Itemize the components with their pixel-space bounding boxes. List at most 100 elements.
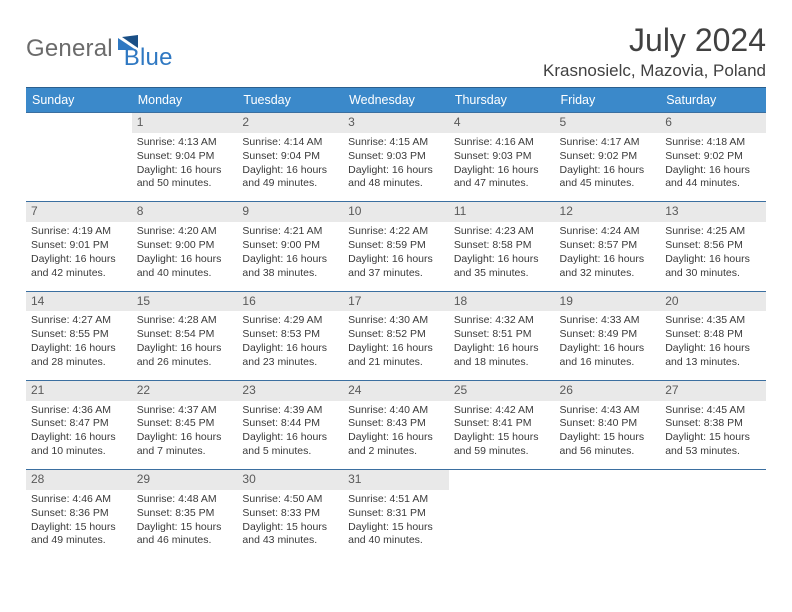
- day-body: Sunrise: 4:19 AMSunset: 9:01 PMDaylight:…: [30, 225, 128, 280]
- day-body: Sunrise: 4:40 AMSunset: 8:43 PMDaylight:…: [347, 404, 445, 459]
- sunrise-text: Sunrise: 4:18 AM: [665, 136, 761, 150]
- day-number: 9: [237, 202, 343, 222]
- day-cell: 15Sunrise: 4:28 AMSunset: 8:54 PMDayligh…: [132, 291, 238, 380]
- daylight-text: Daylight: 16 hours and 38 minutes.: [242, 253, 338, 281]
- daylight-text: Daylight: 16 hours and 44 minutes.: [665, 164, 761, 192]
- daylight-text: Daylight: 15 hours and 46 minutes.: [137, 521, 233, 549]
- day-body: Sunrise: 4:18 AMSunset: 9:02 PMDaylight:…: [664, 136, 762, 191]
- day-body: Sunrise: 4:48 AMSunset: 8:35 PMDaylight:…: [136, 493, 234, 548]
- daylight-text: Daylight: 16 hours and 7 minutes.: [137, 431, 233, 459]
- day-cell: 7 Sunrise: 4:19 AMSunset: 9:01 PMDaylight…: [26, 202, 132, 291]
- day-number: 20: [660, 292, 766, 312]
- sunrise-text: Sunrise: 4:51 AM: [348, 493, 444, 507]
- day-cell: 12 Sunrise: 4:24 AMSunset: 8:57 PMDayligh…: [555, 202, 661, 291]
- day-body: Sunrise: 4:27 AMSunset: 8:55 PMDaylight:…: [30, 314, 128, 369]
- day-number: 6: [660, 113, 766, 133]
- sunrise-text: Sunrise: 4:21 AM: [242, 225, 338, 239]
- day-cell: 18Sunrise: 4:32 AMSunset: 8:51 PMDayligh…: [449, 291, 555, 380]
- day-body: Sunrise: 4:23 AMSunset: 8:58 PMDaylight:…: [453, 225, 551, 280]
- sunset-text: Sunset: 9:02 PM: [665, 150, 761, 164]
- sunrise-text: Sunrise: 4:28 AM: [137, 314, 233, 328]
- day-cell: 2Sunrise: 4:14 AMSunset: 9:04 PMDaylight…: [237, 113, 343, 202]
- day-cell: 14Sunrise: 4:27 AMSunset: 8:55 PMDayligh…: [26, 291, 132, 380]
- day-cell: 13 Sunrise: 4:25 AMSunset: 8:56 PMDayligh…: [660, 202, 766, 291]
- day-number: 2: [237, 113, 343, 133]
- week-row: 7 Sunrise: 4:19 AMSunset: 9:01 PMDaylight…: [26, 202, 766, 291]
- sunset-text: Sunset: 8:56 PM: [665, 239, 761, 253]
- day-cell: 24 Sunrise: 4:40 AMSunset: 8:43 PMDayligh…: [343, 380, 449, 469]
- day-number: 12: [555, 202, 661, 222]
- sunrise-text: Sunrise: 4:48 AM: [137, 493, 233, 507]
- sunrise-text: Sunrise: 4:36 AM: [31, 404, 127, 418]
- day-body: Sunrise: 4:33 AMSunset: 8:49 PMDaylight:…: [559, 314, 657, 369]
- day-number: 23: [237, 381, 343, 401]
- sunset-text: Sunset: 8:58 PM: [454, 239, 550, 253]
- day-body: Sunrise: 4:43 AMSunset: 8:40 PMDaylight:…: [559, 404, 657, 459]
- day-number: 4: [449, 113, 555, 133]
- daylight-text: Daylight: 16 hours and 47 minutes.: [454, 164, 550, 192]
- day-body: Sunrise: 4:16 AMSunset: 9:03 PMDaylight:…: [453, 136, 551, 191]
- sunrise-text: Sunrise: 4:45 AM: [665, 404, 761, 418]
- day-body: Sunrise: 4:39 AMSunset: 8:44 PMDaylight:…: [241, 404, 339, 459]
- day-cell: 22Sunrise: 4:37 AMSunset: 8:45 PMDayligh…: [132, 380, 238, 469]
- daylight-text: Daylight: 15 hours and 56 minutes.: [560, 431, 656, 459]
- day-body: Sunrise: 4:17 AMSunset: 9:02 PMDaylight:…: [559, 136, 657, 191]
- day-cell: [660, 470, 766, 559]
- daylight-text: Daylight: 16 hours and 13 minutes.: [665, 342, 761, 370]
- day-cell: [449, 470, 555, 559]
- day-body: Sunrise: 4:24 AMSunset: 8:57 PMDaylight:…: [559, 225, 657, 280]
- daylight-text: Daylight: 16 hours and 45 minutes.: [560, 164, 656, 192]
- day-number: 7: [26, 202, 132, 222]
- day-cell: 16Sunrise: 4:29 AMSunset: 8:53 PMDayligh…: [237, 291, 343, 380]
- day-number: 13: [660, 202, 766, 222]
- day-number: 24: [343, 381, 449, 401]
- calendar-table: Sunday Monday Tuesday Wednesday Thursday…: [26, 87, 766, 558]
- day-number: 5: [555, 113, 661, 133]
- day-number: 27: [660, 381, 766, 401]
- day-cell: [26, 113, 132, 202]
- sunset-text: Sunset: 8:35 PM: [137, 507, 233, 521]
- location-subtitle: Krasnosielc, Mazovia, Poland: [543, 61, 766, 81]
- day-body: Sunrise: 4:37 AMSunset: 8:45 PMDaylight:…: [136, 404, 234, 459]
- daylight-text: Daylight: 16 hours and 32 minutes.: [560, 253, 656, 281]
- daylight-text: Daylight: 16 hours and 23 minutes.: [242, 342, 338, 370]
- daylight-text: Daylight: 16 hours and 30 minutes.: [665, 253, 761, 281]
- day-body: Sunrise: 4:42 AMSunset: 8:41 PMDaylight:…: [453, 404, 551, 459]
- dow-monday: Monday: [132, 88, 238, 113]
- sunset-text: Sunset: 8:43 PM: [348, 417, 444, 431]
- dow-tuesday: Tuesday: [237, 88, 343, 113]
- dow-wednesday: Wednesday: [343, 88, 449, 113]
- day-body: Sunrise: 4:29 AMSunset: 8:53 PMDaylight:…: [241, 314, 339, 369]
- day-cell: 3Sunrise: 4:15 AMSunset: 9:03 PMDaylight…: [343, 113, 449, 202]
- daylight-text: Daylight: 16 hours and 28 minutes.: [31, 342, 127, 370]
- day-cell: 21Sunrise: 4:36 AMSunset: 8:47 PMDayligh…: [26, 380, 132, 469]
- daylight-text: Daylight: 16 hours and 16 minutes.: [560, 342, 656, 370]
- day-cell: 11Sunrise: 4:23 AMSunset: 8:58 PMDayligh…: [449, 202, 555, 291]
- day-number: 1: [132, 113, 238, 133]
- daylight-text: Daylight: 16 hours and 49 minutes.: [242, 164, 338, 192]
- sunrise-text: Sunrise: 4:50 AM: [242, 493, 338, 507]
- daylight-text: Daylight: 16 hours and 26 minutes.: [137, 342, 233, 370]
- sunset-text: Sunset: 8:36 PM: [31, 507, 127, 521]
- month-title: July 2024: [543, 22, 766, 59]
- day-cell: 30Sunrise: 4:50 AMSunset: 8:33 PMDayligh…: [237, 470, 343, 559]
- day-body: Sunrise: 4:46 AMSunset: 8:36 PMDaylight:…: [30, 493, 128, 548]
- day-cell: 17Sunrise: 4:30 AMSunset: 8:52 PMDayligh…: [343, 291, 449, 380]
- day-cell: 29Sunrise: 4:48 AMSunset: 8:35 PMDayligh…: [132, 470, 238, 559]
- sunrise-text: Sunrise: 4:46 AM: [31, 493, 127, 507]
- day-body: Sunrise: 4:25 AMSunset: 8:56 PMDaylight:…: [664, 225, 762, 280]
- sunset-text: Sunset: 8:45 PM: [137, 417, 233, 431]
- sunrise-text: Sunrise: 4:29 AM: [242, 314, 338, 328]
- day-cell: 1Sunrise: 4:13 AMSunset: 9:04 PMDaylight…: [132, 113, 238, 202]
- week-row: 14Sunrise: 4:27 AMSunset: 8:55 PMDayligh…: [26, 291, 766, 380]
- sunrise-text: Sunrise: 4:32 AM: [454, 314, 550, 328]
- day-body: Sunrise: 4:36 AMSunset: 8:47 PMDaylight:…: [30, 404, 128, 459]
- daylight-text: Daylight: 16 hours and 5 minutes.: [242, 431, 338, 459]
- daylight-text: Daylight: 15 hours and 43 minutes.: [242, 521, 338, 549]
- sunset-text: Sunset: 8:48 PM: [665, 328, 761, 342]
- sunrise-text: Sunrise: 4:13 AM: [137, 136, 233, 150]
- sunset-text: Sunset: 9:02 PM: [560, 150, 656, 164]
- sunset-text: Sunset: 8:49 PM: [560, 328, 656, 342]
- day-body: Sunrise: 4:50 AMSunset: 8:33 PMDaylight:…: [241, 493, 339, 548]
- sunrise-text: Sunrise: 4:22 AM: [348, 225, 444, 239]
